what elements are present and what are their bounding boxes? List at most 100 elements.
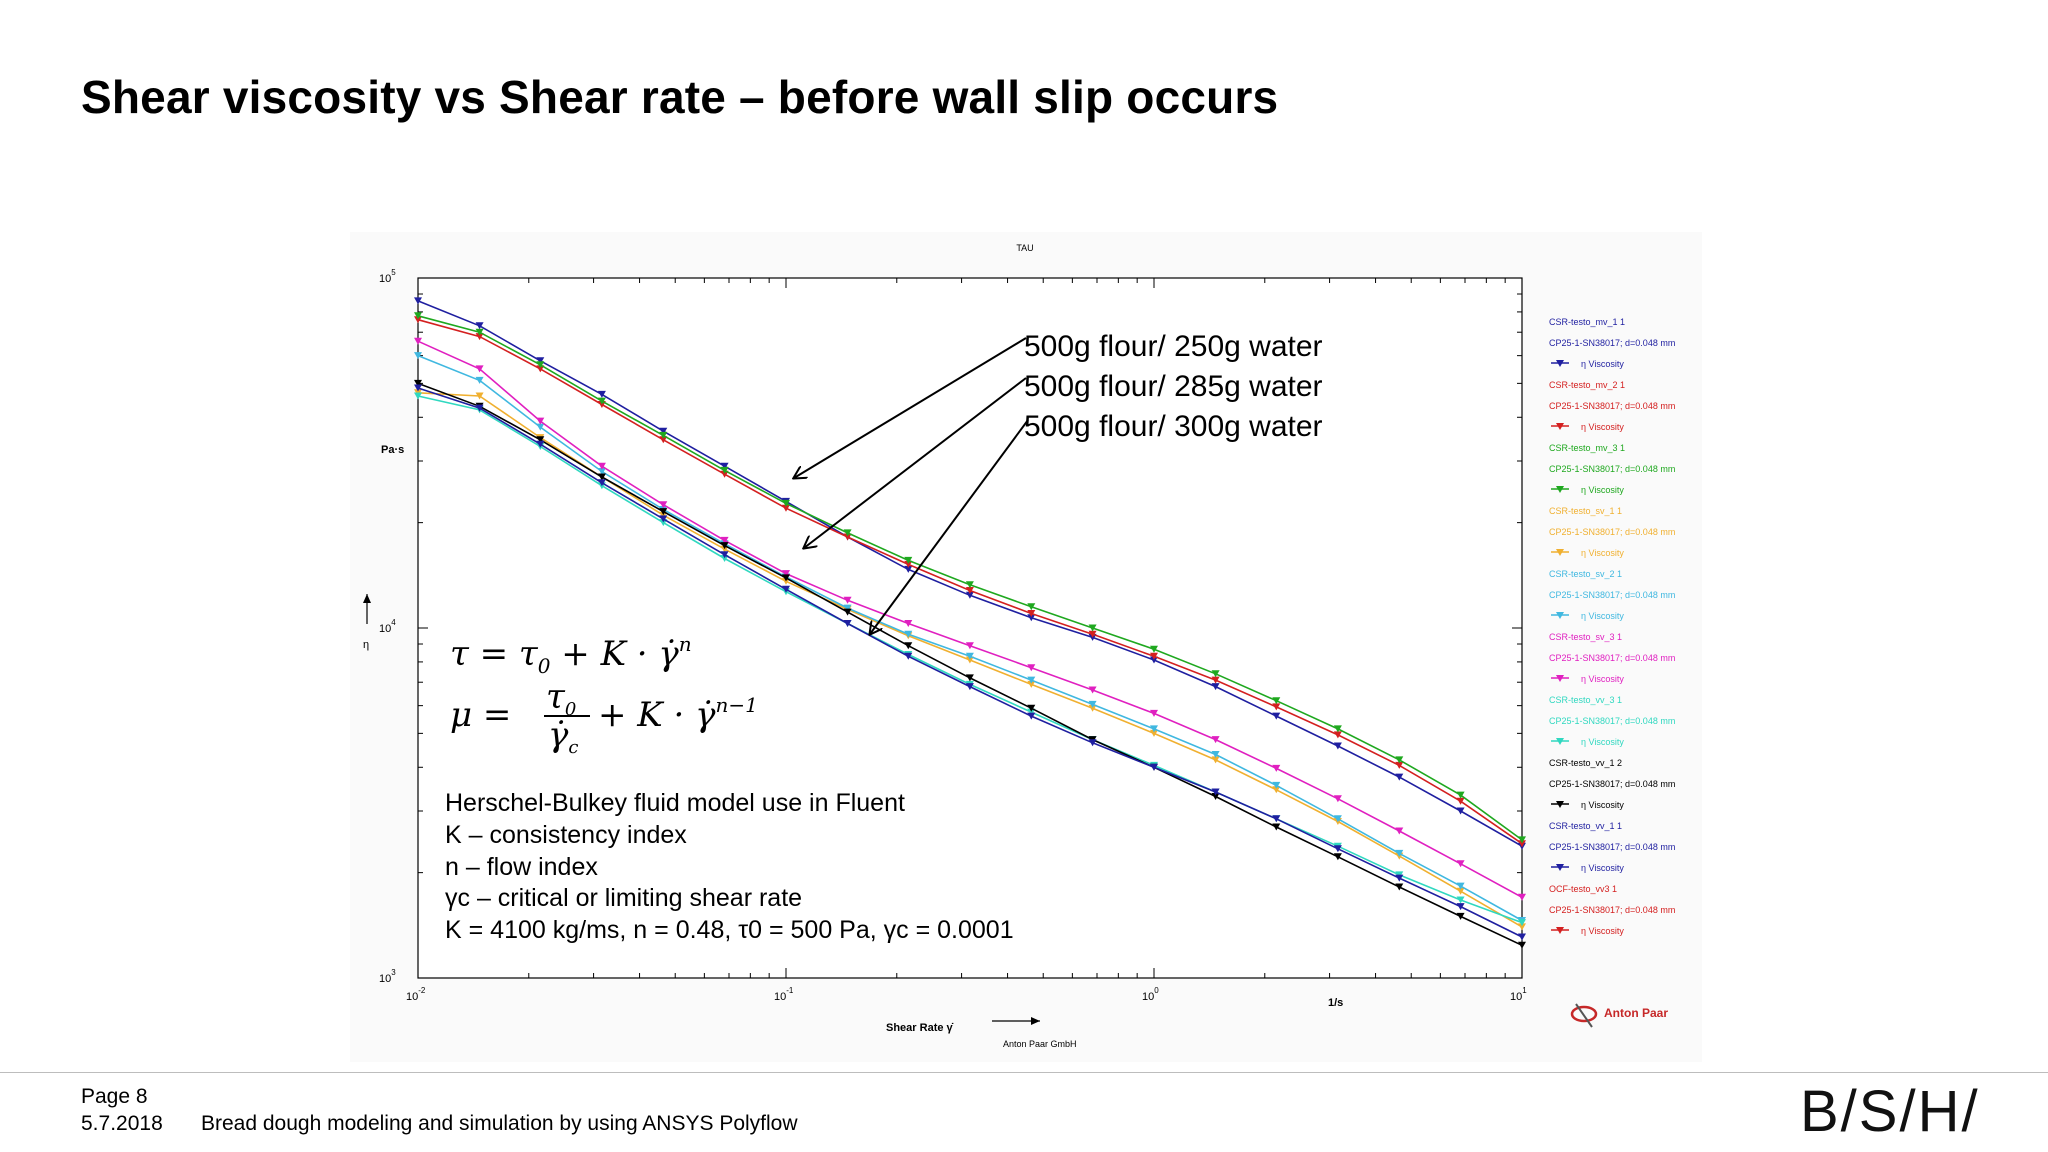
data-point-marker	[965, 587, 974, 594]
data-point-marker	[1088, 624, 1097, 632]
data-point-marker	[536, 357, 545, 365]
eq2-right: + K · γ̇	[598, 695, 716, 735]
y-tick-label: 103	[379, 968, 396, 985]
note-consistency: K – consistency index	[445, 821, 687, 849]
data-point-marker	[475, 365, 484, 373]
legend-entry-variable: η Viscosity	[1581, 674, 1624, 684]
data-point-marker	[475, 404, 484, 412]
legend-entry-name: CSR-testo_vv_3 1	[1549, 695, 1622, 705]
data-point-marker	[965, 656, 974, 664]
data-point-marker	[1211, 751, 1220, 758]
eq1-sup: n	[679, 632, 692, 656]
data-point-marker	[904, 620, 913, 627]
data-point-marker	[1027, 712, 1036, 720]
data-point-marker	[536, 423, 545, 431]
data-point-marker	[1395, 773, 1404, 781]
chart-title: TAU	[1016, 243, 1033, 253]
annotation-285g-water: 500g flour/ 285g water	[1024, 370, 1323, 403]
legend-entry-name: CSR-testo_mv_1 1	[1549, 317, 1625, 327]
eq2-den-sub: c	[568, 737, 578, 758]
data-point-marker	[1333, 853, 1342, 861]
note-critical-rate: γc – critical or limiting shear rate	[445, 884, 802, 912]
data-point-marker	[659, 427, 668, 435]
data-point-marker	[965, 674, 974, 682]
legend-marker-swatch	[1556, 864, 1564, 871]
data-point-marker	[782, 585, 790, 593]
x-tick-base: 10	[1510, 991, 1522, 1003]
data-point-marker	[1456, 912, 1465, 920]
legend-entry-variable: η Viscosity	[1581, 359, 1624, 369]
data-point-marker	[1272, 697, 1281, 705]
data-point-marker	[843, 596, 852, 604]
legend-entry-device: CP25-1-SN38017; d=0.048 mm	[1549, 842, 1675, 852]
data-point-marker	[1333, 815, 1342, 823]
legend-entry-device: CP25-1-SN38017; d=0.048 mm	[1549, 905, 1675, 915]
y-tick-base: 10	[379, 273, 391, 285]
x-tick-exponent: 0	[1154, 986, 1159, 995]
legend-marker-swatch	[1556, 423, 1564, 430]
data-point-marker	[659, 515, 668, 523]
legend-entry-device: CP25-1-SN38017; d=0.048 mm	[1549, 779, 1675, 789]
legend-marker-swatch	[1556, 486, 1564, 493]
data-point-marker	[1150, 709, 1158, 717]
anton-paar-logo: Anton Paar	[1570, 1003, 1668, 1028]
eq2-left: μ =	[450, 695, 511, 735]
y-axis-label: η	[363, 639, 369, 651]
data-point-marker	[1088, 704, 1097, 712]
data-point-marker	[720, 466, 729, 474]
legend: CSR-testo_mv_1 1 CP25-1-SN38017; d=0.048 …	[1549, 317, 1675, 936]
legend-entry-variable: η Viscosity	[1581, 611, 1624, 621]
note-flow-index: n – flow index	[445, 853, 598, 881]
x-tick-exponent: 1	[1522, 986, 1527, 995]
data-point-marker	[597, 479, 606, 487]
legend-entry-device: CP25-1-SN38017; d=0.048 mm	[1549, 653, 1675, 663]
data-point-marker	[1456, 807, 1465, 815]
data-point-marker	[414, 392, 422, 400]
legend-entry-variable: η Viscosity	[1581, 800, 1624, 810]
note-model: Herschel-Bulkey fluid model use in Fluen…	[445, 789, 905, 817]
data-point-marker	[475, 333, 484, 341]
eq2-den: γ̇	[548, 715, 569, 755]
y-tick-exponent: 3	[391, 968, 396, 977]
x-tick-base: 10	[1142, 991, 1154, 1003]
data-point-marker	[1150, 652, 1158, 660]
legend-marker-swatch	[1556, 675, 1564, 682]
data-point-marker	[1088, 739, 1097, 747]
data-point-marker	[904, 630, 913, 638]
data-point-marker	[475, 322, 484, 330]
legend-entry-name: CSR-testo_sv_3 1	[1549, 632, 1622, 642]
data-point-marker	[720, 542, 729, 550]
data-point-marker	[1150, 656, 1158, 664]
data-point-marker	[414, 384, 422, 392]
legend-entry-device: CP25-1-SN38017; d=0.048 mm	[1549, 527, 1675, 537]
data-point-marker	[782, 574, 790, 582]
legend-entry-name: CSR-testo_vv_1 2	[1549, 758, 1622, 768]
data-point-marker	[1211, 676, 1220, 684]
data-point-marker	[1211, 683, 1220, 691]
bsh-logo: B/S/H/	[1800, 1079, 1980, 1144]
data-point-marker	[1150, 645, 1158, 653]
data-point-marker	[1027, 708, 1036, 716]
data-point-marker	[965, 581, 974, 589]
data-point-marker	[1272, 764, 1281, 772]
data-point-marker	[1088, 686, 1097, 694]
y-tick-exponent: 5	[391, 268, 396, 277]
data-point-marker	[536, 440, 545, 448]
data-point-marker	[1211, 736, 1220, 744]
legend-entry-name: CSR-testo_sv_1 1	[1549, 506, 1622, 516]
data-point-marker	[1456, 903, 1465, 911]
legend-entry-name: CSR-testo_mv_3 1	[1549, 443, 1625, 453]
eq2-num-sub: 0	[565, 699, 576, 720]
x-tick-label: 100	[1142, 986, 1159, 1003]
legend-entry-device: CP25-1-SN38017; d=0.048 mm	[1549, 464, 1675, 474]
data-point-marker	[414, 297, 422, 305]
svg-text:+ K · γ̇n−1: + K · γ̇n−1	[598, 693, 758, 735]
data-point-marker	[1518, 836, 1526, 844]
data-point-marker	[904, 556, 913, 564]
data-point-marker	[1456, 797, 1465, 805]
data-point-marker	[1272, 703, 1281, 711]
annotation-300g-water: 500g flour/ 300g water	[1024, 410, 1323, 443]
data-point-marker	[1272, 815, 1281, 823]
series-layer	[414, 297, 1526, 949]
